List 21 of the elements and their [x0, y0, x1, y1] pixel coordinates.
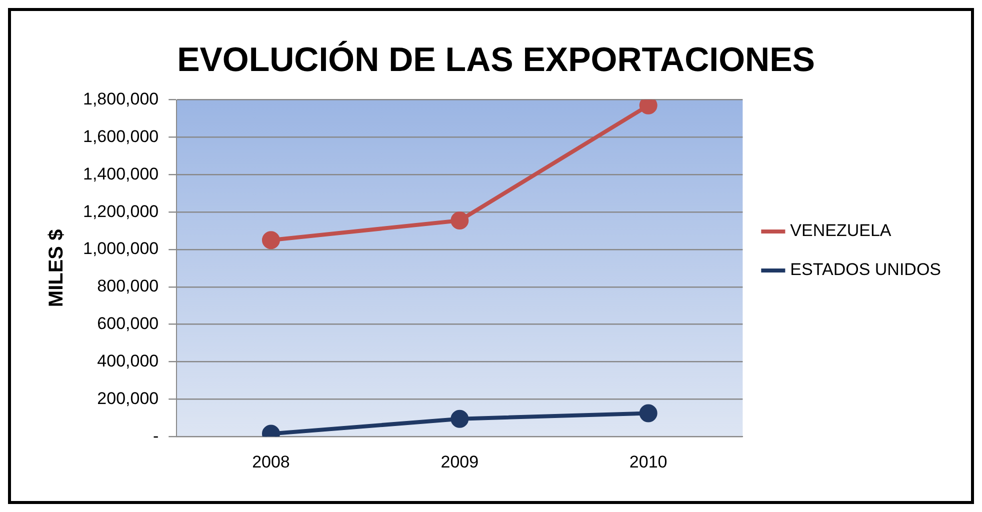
point: [450, 211, 469, 230]
y-tick-label: 200,000: [97, 388, 159, 408]
y-tick-label: 1,800,000: [82, 89, 159, 108]
point: [262, 231, 280, 250]
y-axis-title: MILES $: [46, 229, 68, 308]
y-tick-label: 1,600,000: [82, 126, 159, 146]
y-tick-label: 1,000,000: [82, 239, 159, 258]
y-tick-label: 400,000: [97, 351, 159, 370]
y-tick-label: 800,000: [97, 276, 159, 296]
point: [450, 410, 469, 428]
x-tick-label: 2010: [629, 452, 668, 472]
legend-label: VENEZUELA: [790, 221, 892, 240]
y-tick-label: 1,200,000: [82, 202, 159, 221]
x-tick-label: 2009: [440, 452, 479, 472]
x-tick-label: 2008: [252, 452, 290, 472]
point: [639, 404, 658, 422]
y-tick-label: -: [152, 426, 159, 446]
chart-title: EVOLUCIÓN DE LAS EXPORTACIONES: [177, 40, 815, 79]
y-tick-label: 600,000: [97, 314, 159, 334]
legend-label: ESTADOS UNIDOS: [790, 260, 942, 280]
y-tick-label: 1,400,000: [82, 164, 159, 184]
